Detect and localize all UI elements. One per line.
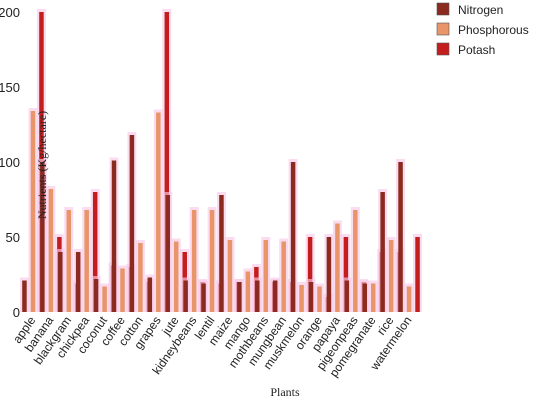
bar-nitrogen-kidneybeans: [183, 280, 188, 312]
bar-phosphorous-pomegranate: [370, 283, 376, 312]
bar-potash-grapes: [164, 12, 170, 312]
bar-potash-muskmelon: [307, 237, 313, 312]
bar-phosphorous-coffee: [120, 268, 125, 312]
bar-phosphorous-orange: [317, 286, 322, 312]
bar-phosphorous-banana: [48, 189, 54, 312]
y-tick-label: 150: [0, 80, 20, 95]
bar-nitrogen-watermelon: [398, 162, 403, 312]
bar-phosphorous-kidneybeans: [191, 210, 197, 312]
bar-nitrogen-jute: [165, 195, 170, 312]
bar-phosphorous-muskmelon: [299, 285, 304, 312]
y-tick-label: 200: [0, 5, 20, 20]
bar-potash-watermelon: [415, 237, 420, 312]
bar-nitrogen-coconut: [93, 279, 99, 312]
bar-phosphorous-apple: [30, 111, 36, 312]
y-axis-title: Nutrients (Kg/hectare): [35, 111, 49, 219]
bar-phosphorous-pigeonpeas: [353, 210, 358, 312]
bar-phosphorous-mothbeans: [263, 240, 269, 312]
bar-nitrogen-pigeonpeas: [344, 280, 350, 312]
bar-phosphorous-mango: [245, 271, 251, 312]
legend-label-phosphorous: Phosphorous: [458, 23, 529, 37]
bar-nitrogen-pomegranate: [362, 283, 367, 312]
bar-potash-papaya: [343, 237, 349, 312]
x-axis-title: Plants: [270, 385, 300, 399]
bar-phosphorous-papaya: [335, 223, 340, 312]
bar-phosphorous-watermelon: [406, 286, 412, 312]
legend-label-nitrogen: Nitrogen: [458, 3, 503, 17]
bar-phosphorous-cotton: [138, 243, 143, 312]
bar-phosphorous-jute: [173, 241, 179, 312]
bar-nitrogen-muskmelon: [290, 162, 296, 312]
y-axis-ticks: 0 50 100 150 200: [0, 5, 20, 320]
bar-nitrogen-cotton: [129, 135, 135, 312]
y-tick-label: 100: [0, 155, 20, 170]
bar-phosphorous-blackgram: [66, 210, 72, 312]
bar-phosphorous-lentil: [209, 210, 215, 312]
bar-phosphorous-chickpea: [84, 210, 89, 312]
bar-nitrogen-mungbean: [272, 280, 278, 312]
bar-nitrogen-mango: [237, 282, 242, 312]
bar-phosphorous-grapes: [156, 112, 161, 312]
bar-phosphorous-coconut: [102, 286, 107, 312]
bar-nitrogen-chickpea: [75, 252, 81, 312]
bar-nitrogen-banana: [40, 162, 45, 312]
bar-nitrogen-blackgram: [58, 252, 63, 312]
bar-nitrogen-papaya: [326, 237, 332, 312]
bar-nitrogen-rice: [380, 192, 385, 312]
y-tick-label: 50: [6, 230, 20, 245]
legend-swatch-potash: [436, 42, 450, 56]
legend: Nitrogen Phosphorous Potash: [436, 2, 529, 57]
bar-marks: [20, 9, 422, 312]
legend-swatch-phosphorous: [436, 22, 450, 36]
legend-swatch-nitrogen: [436, 2, 450, 16]
bar-nitrogen-coffee: [111, 160, 117, 312]
bar-phosphorous-mungbean: [281, 241, 286, 312]
bar-nitrogen-lentil: [201, 283, 206, 312]
legend-label-potash: Potash: [458, 43, 495, 57]
bar-nitrogen-orange: [308, 282, 314, 312]
bar-nitrogen-apple: [22, 280, 27, 312]
bar-nitrogen-grapes: [147, 277, 153, 312]
bar-phosphorous-maize: [227, 240, 233, 312]
bar-phosphorous-rice: [388, 240, 394, 312]
x-axis-ticks: applebananablackgramchickpeacoconutcoffe…: [10, 313, 414, 380]
bar-nitrogen-mothbeans: [255, 280, 260, 312]
y-tick-label: 0: [13, 305, 20, 320]
bar-nitrogen-maize: [219, 195, 224, 312]
bar-potash-chickpea: [92, 192, 98, 312]
